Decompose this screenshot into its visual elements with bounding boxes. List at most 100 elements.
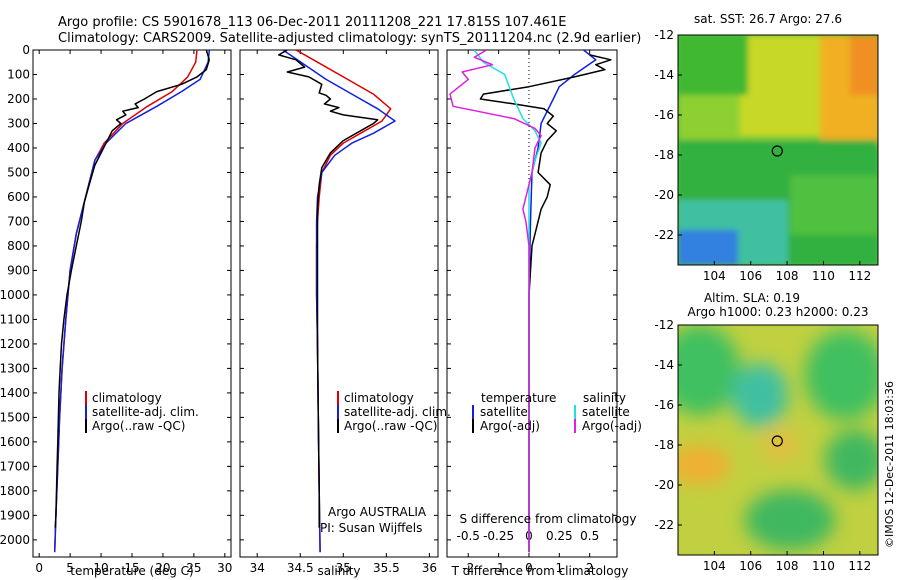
depth-tick-label: 100 (7, 67, 30, 81)
map-x-tick-label: 110 (812, 269, 835, 283)
x-tick-label: 30 (217, 561, 232, 575)
x-tick-label: 5 (66, 561, 74, 575)
map-y-tick-label: -22 (654, 518, 674, 532)
map-x-tick-label: 104 (703, 559, 726, 573)
depth-tick-label: 1000 (0, 288, 30, 302)
series-line-satellite-adj-clim- (53, 50, 211, 553)
depth-tick-label: 300 (7, 116, 30, 130)
salinity-annotation-argo: Argo AUSTRALIA (328, 505, 427, 519)
depth-tick-label: 700 (7, 214, 30, 228)
depth-tick-label: 1100 (0, 312, 30, 326)
sst-map-title: sat. SST: 26.7 Argo: 27.6 (694, 12, 842, 26)
difference-xlabel-top: S difference from climatology (460, 512, 637, 526)
sst-map (678, 35, 878, 265)
x-tick-label: -2 (462, 561, 474, 575)
series-line-satellite (473, 50, 542, 553)
depth-tick-label: 900 (7, 263, 30, 277)
salinity-xlabel: salinity (317, 564, 360, 578)
difference-xlabel: T difference from climatology (451, 564, 629, 578)
map-x-tick-label: 108 (776, 559, 799, 573)
temperature-panel (32, 49, 232, 558)
series-line-argo-adj- (479, 54, 612, 553)
legend-label-argo: Argo(..raw -QC) (344, 419, 437, 433)
temperature-plot: 0100200300400500600700800900100011001200… (0, 43, 232, 575)
difference-panel (446, 49, 618, 558)
map-y-tick-label: -20 (654, 188, 674, 202)
top-tick-label: -0.5 (457, 529, 480, 543)
map-y-tick-label: -12 (654, 318, 674, 332)
map-y-tick-label: -14 (654, 68, 674, 82)
map-y-tick-label: -18 (654, 148, 674, 162)
x-tick-label: 35.5 (373, 561, 400, 575)
depth-tick-label: 500 (7, 165, 30, 179)
x-tick-label: 0 (525, 561, 533, 575)
map-y-tick-label: -16 (654, 398, 674, 412)
x-tick-label: 25 (186, 561, 201, 575)
sla-map-title-line1: Altim. SLA: 0.19 (704, 291, 800, 305)
x-tick-label: 35 (336, 561, 351, 575)
map-y-tick-label: -16 (654, 108, 674, 122)
sla-map-axes (677, 324, 879, 556)
map-y-tick-label: -20 (654, 478, 674, 492)
series-line-satellite (528, 50, 597, 553)
depth-tick-label: 1500 (0, 410, 30, 424)
depth-tick-label: 1600 (0, 435, 30, 449)
x-tick-label: 34.5 (287, 561, 314, 575)
x-tick-label: 15 (124, 561, 139, 575)
depth-tick-label: 1300 (0, 361, 30, 375)
map-y-tick-label: -12 (654, 28, 674, 42)
series-line-climatology (53, 50, 198, 553)
sst-argo-location-marker (771, 145, 783, 157)
depth-tick-label: 600 (7, 190, 30, 204)
difference-legend: temperature salinity satellite Argo(-adj… (472, 391, 642, 433)
map-y-tick-label: -18 (654, 438, 674, 452)
series-group (449, 50, 612, 553)
x-tick-label: 20 (155, 561, 170, 575)
map-x-tick-label: 110 (812, 559, 835, 573)
x-tick-label: 34 (250, 561, 265, 575)
legend-label-temp-argo: Argo(-adj) (480, 419, 540, 433)
figure-title-line1: Argo profile: CS 5901678_113 06-Dec-2011… (58, 15, 566, 30)
figure-title-line2: Climatology: CARS2009. Satellite-adjuste… (58, 31, 641, 46)
legend-label-sal-argo: Argo(-adj) (582, 419, 642, 433)
map-y-tick-label: -14 (654, 358, 674, 372)
map-x-tick-label: 108 (776, 269, 799, 283)
map-x-tick-label: 106 (739, 269, 762, 283)
legend-label-satellite-adj: satellite-adj. clim. (344, 405, 451, 419)
x-tick-label: 2 (586, 561, 594, 575)
x-tick-label: 0 (35, 561, 43, 575)
depth-tick-label: 1200 (0, 337, 30, 351)
legend-label-climatology: climatology (344, 391, 414, 405)
series-line-satellite-adj-clim- (282, 50, 396, 553)
map-x-tick-label: 112 (848, 559, 871, 573)
top-tick-label: 0.5 (580, 529, 599, 543)
top-tick-label: -0.25 (483, 529, 514, 543)
sla-argo-location-marker (771, 435, 783, 447)
legend-label-satellite-adj: satellite-adj. clim. (92, 405, 199, 419)
series-line-argo-raw-qc- (277, 50, 379, 528)
salinity-legend: climatology satellite-adj. clim. Argo(..… (337, 391, 451, 433)
x-tick-label: -1 (493, 561, 505, 575)
legend-label-argo: Argo(..raw -QC) (92, 419, 185, 433)
temperature-xlabel: temperature (deg C) (70, 564, 193, 578)
top-tick-label: 0.25 (546, 529, 573, 543)
map-ticks: 104 106 108 110 112 -12 -14 -16 -18 -20 -22 104 106 1… (654, 28, 871, 573)
map-y-tick-label: -22 (654, 228, 674, 242)
map-x-tick-label: 112 (848, 269, 871, 283)
depth-tick-label: 1800 (0, 484, 30, 498)
x-tick-label: 10 (93, 561, 108, 575)
legend-label-climatology: climatology (92, 391, 162, 405)
legend-label-temp-satellite: satellite (480, 405, 528, 419)
depth-tick-label: 1700 (0, 459, 30, 473)
salinity-annotation-pi: PI: Susan Wijffels (320, 521, 422, 535)
temperature-legend: climatology satellite-adj. clim. Argo(..… (85, 391, 199, 433)
depth-tick-label: 200 (7, 92, 30, 106)
x-tick-label: 36 (422, 561, 437, 575)
depth-tick-label: 2000 (0, 533, 30, 547)
map-x-tick-label: 104 (703, 269, 726, 283)
legend-title-temperature: temperature (481, 391, 556, 405)
salinity-panel (239, 49, 439, 558)
depth-tick-label: 800 (7, 239, 30, 253)
salinity-plot: 34 34.5 35 35.5 36 (240, 49, 438, 575)
series-line-argo-raw-qc- (54, 50, 211, 528)
